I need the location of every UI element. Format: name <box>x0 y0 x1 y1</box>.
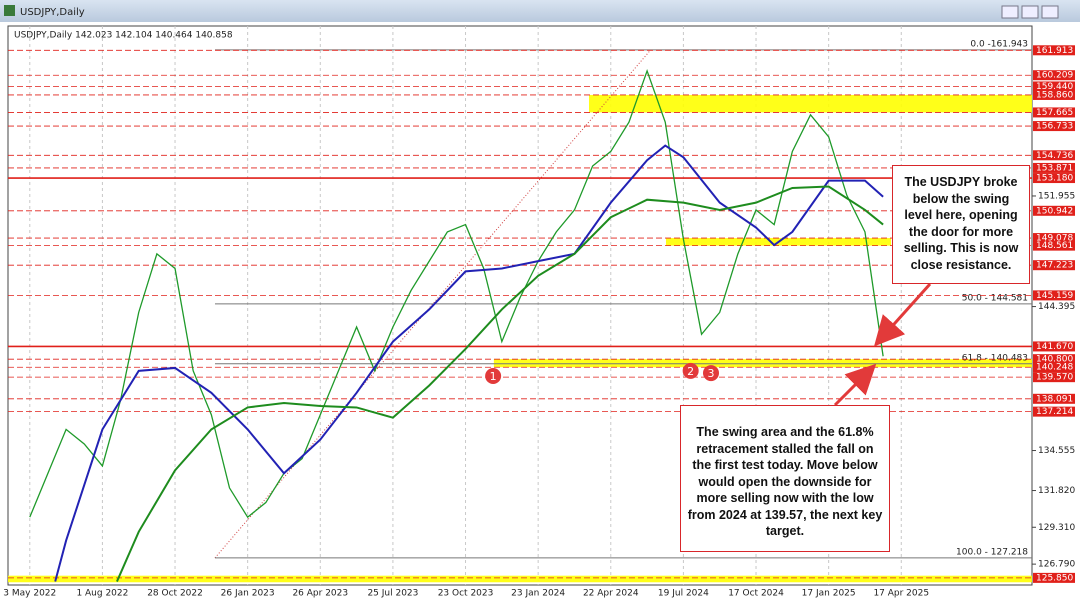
level-label: 138.091 <box>1036 394 1073 404</box>
level-tag <box>1033 393 1075 404</box>
level-tag <box>1033 290 1075 301</box>
y-tick-label: 131.820 <box>1038 486 1075 496</box>
arrow <box>873 282 932 347</box>
restore-button[interactable] <box>1021 5 1039 19</box>
x-tick-label: 17 Jan 2025 <box>802 589 856 599</box>
level-tag <box>1033 173 1075 184</box>
level-label: 153.180 <box>1036 174 1073 184</box>
level-label: 140.248 <box>1036 363 1073 373</box>
level-tag <box>1033 150 1075 161</box>
level-tag <box>1033 81 1075 92</box>
level-tag <box>1033 162 1075 173</box>
x-tick-label: 22 Apr 2024 <box>583 589 639 599</box>
symbol-info: USDJPY,Daily 142.023 142.104 140.464 140… <box>14 31 233 41</box>
x-tick-label: 28 Oct 2022 <box>147 589 203 599</box>
zone <box>588 94 1032 113</box>
marker-label: 1 <box>490 370 497 383</box>
level-tag <box>1033 107 1075 118</box>
level-tag <box>1033 372 1075 383</box>
x-tick-label: 19 Jul 2024 <box>658 589 709 599</box>
level-label: 141.670 <box>1036 342 1073 352</box>
level-label: 156.733 <box>1036 122 1073 132</box>
level-label: 159.440 <box>1036 82 1073 92</box>
marker-label: 3 <box>708 367 715 380</box>
fib-label: 61.8 - 140.483 <box>962 353 1028 363</box>
level-tag <box>1033 240 1075 251</box>
x-tick-label: 17 Oct 2024 <box>728 589 784 599</box>
annotation-box: The swing area and the 61.8% retracement… <box>680 405 890 552</box>
level-tag <box>1033 406 1075 417</box>
level-label: 158.860 <box>1036 90 1073 100</box>
level-label: 150.942 <box>1036 206 1073 216</box>
y-tick-label: 151.955 <box>1038 191 1075 201</box>
window-icon <box>4 5 15 16</box>
level-label: 149.078 <box>1036 234 1073 244</box>
level-tag <box>1033 70 1075 81</box>
level-label: 161.913 <box>1036 46 1073 56</box>
zone <box>8 575 1032 583</box>
level-tag <box>1033 121 1075 132</box>
level-label: 160.209 <box>1036 71 1073 81</box>
level-tag <box>1033 341 1075 352</box>
y-tick-label: 144.395 <box>1038 302 1075 312</box>
level-tag <box>1033 233 1075 244</box>
series-line <box>116 185 884 582</box>
x-tick-label: 26 Jan 2023 <box>221 589 275 599</box>
y-tick-label: 134.555 <box>1038 446 1075 456</box>
level-label: 147.223 <box>1036 261 1073 271</box>
level-label: 140.800 <box>1036 355 1073 365</box>
level-label: 157.665 <box>1036 108 1073 118</box>
fib-label: 100.0 - 127.218 <box>956 547 1028 557</box>
level-label: 125.850 <box>1036 573 1073 583</box>
level-tag <box>1033 572 1075 583</box>
x-tick-label: 25 Jul 2023 <box>367 589 418 599</box>
x-tick-label: 1 Aug 2022 <box>76 589 128 599</box>
level-tag <box>1033 362 1075 373</box>
level-label: 137.214 <box>1036 407 1073 417</box>
level-tag <box>1033 354 1075 365</box>
level-tag <box>1033 260 1075 271</box>
x-tick-label: 23 Jan 2024 <box>511 589 565 599</box>
level-tag <box>1033 205 1075 216</box>
minimize-button[interactable] <box>1001 5 1019 19</box>
annotation-box: The USDJPY broke below the swing level h… <box>892 165 1030 284</box>
arrow <box>833 363 877 407</box>
marker <box>682 362 699 379</box>
y-tick-label: 126.790 <box>1038 560 1075 570</box>
close-button[interactable] <box>1041 5 1059 19</box>
x-tick-label: 17 Apr 2025 <box>873 589 929 599</box>
series-line <box>54 144 884 582</box>
level-label: 145.159 <box>1036 291 1073 301</box>
title-bar <box>0 0 1080 22</box>
level-tag <box>1033 45 1075 56</box>
y-tick-label: 129.310 <box>1038 523 1075 533</box>
level-label: 153.871 <box>1036 163 1073 173</box>
fib-trend <box>214 49 652 559</box>
level-label: 139.570 <box>1036 373 1073 383</box>
level-label: 148.561 <box>1036 241 1073 251</box>
x-tick-label: 23 Oct 2023 <box>438 589 494 599</box>
fib-label: 0.0 -161.943 <box>970 39 1028 49</box>
level-tag <box>1033 89 1075 100</box>
marker <box>703 365 720 382</box>
marker <box>485 367 502 384</box>
fib-label: 50.0 - 144.581 <box>962 293 1028 303</box>
x-tick-label: 26 Apr 2023 <box>292 589 348 599</box>
series-line <box>29 69 884 519</box>
marker-label: 2 <box>687 365 694 378</box>
window-title: USDJPY,Daily <box>20 7 85 18</box>
level-label: 154.736 <box>1036 151 1073 161</box>
x-tick-label: 3 May 2022 <box>3 589 56 599</box>
zone <box>493 359 1032 368</box>
